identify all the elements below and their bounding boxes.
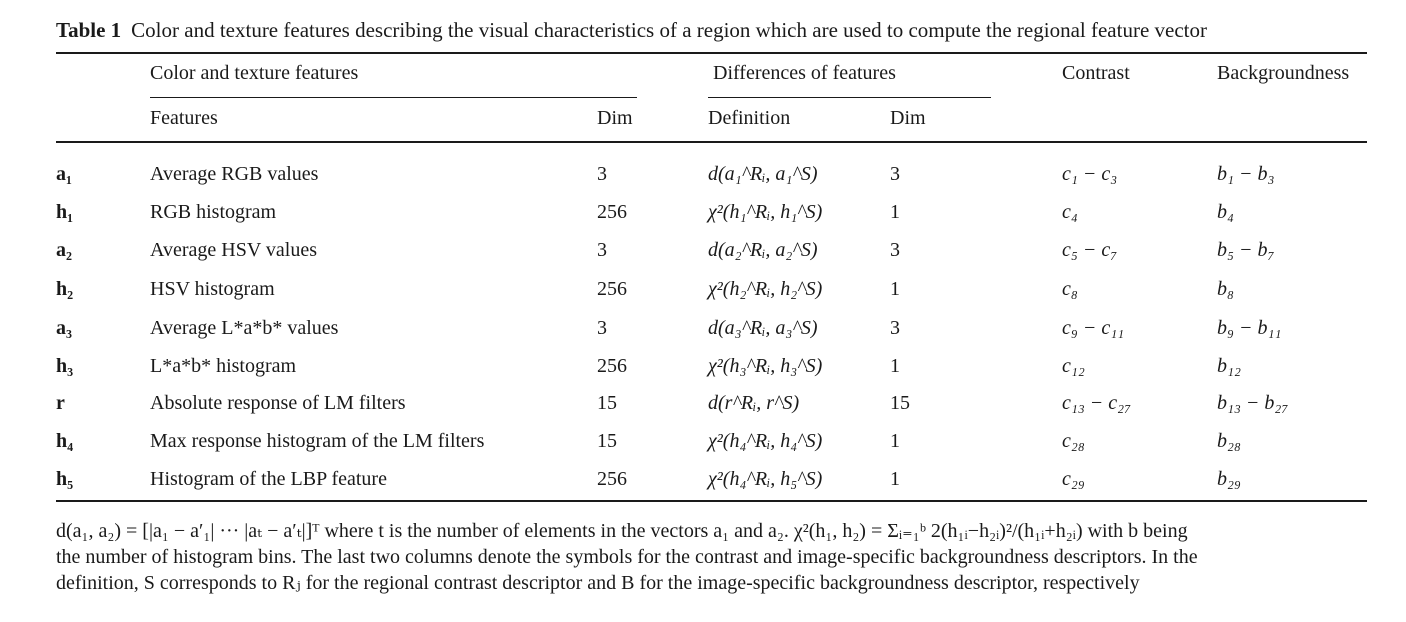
header-contrast: Contrast: [1062, 62, 1130, 84]
row-definition: d(a₃^Rᵢ, a₃^S): [708, 317, 818, 339]
row-dim: 3: [597, 317, 607, 339]
row-feature: Average HSV values: [150, 239, 317, 261]
row-definition: χ²(h₃^Rᵢ, h₃^S): [708, 355, 823, 377]
table-caption: Table 1 Color and texture features descri…: [56, 18, 1207, 43]
row-def-dim: 1: [890, 355, 900, 377]
table-row: r Absolute response of LM filters 15 d(r^Rᵢ…: [0, 385, 1406, 421]
row-symbol: a₃: [56, 317, 72, 339]
row-backgroundness: b₂₈: [1217, 430, 1241, 452]
row-backgroundness: b₄: [1217, 201, 1234, 223]
row-contrast: c₄: [1062, 201, 1078, 223]
row-definition: χ²(h₁^Rᵢ, h₁^S): [708, 201, 823, 223]
row-feature: Absolute response of LM filters: [150, 392, 406, 414]
row-feature: L*a*b* histogram: [150, 355, 297, 377]
row-definition: d(a₁^Rᵢ, a₁^S): [708, 163, 818, 185]
row-def-dim: 1: [890, 201, 900, 223]
row-contrast: c₁ − c₃: [1062, 163, 1118, 185]
subrule-color-texture: [150, 97, 637, 99]
header-differences: Differences of features: [713, 62, 896, 84]
header-definition: Definition: [708, 107, 791, 129]
footnote-line: d(a₁, a₂) = [|a₁ − a′₁| ··· |aₜ − a′ₜ|]ᵀ…: [56, 520, 1188, 542]
row-backgroundness: b₁₂: [1217, 355, 1241, 377]
table-row: h₁ RGB histogram 256 χ²(h₁^Rᵢ, h₁^S) 1 c₄ b₄: [0, 194, 1406, 230]
row-feature: Max response histogram of the LM filters: [150, 430, 485, 452]
row-feature: Average RGB values: [150, 163, 319, 185]
table-caption-text: Color and texture features describing th…: [131, 18, 1207, 42]
table-row: h₄ Max response histogram of the LM filte…: [0, 423, 1406, 459]
footnote-line: definition, S corresponds to Rⱼ for the …: [56, 572, 1140, 594]
row-contrast: c₂₈: [1062, 430, 1085, 452]
row-def-dim: 1: [890, 430, 900, 452]
row-symbol: a₂: [56, 239, 72, 261]
row-def-dim: 3: [890, 239, 900, 261]
table-row: a₂ Average HSV values 3 d(a₂^Rᵢ, a₂^S) 3 c₅ −…: [0, 232, 1406, 268]
row-dim: 256: [597, 278, 627, 300]
row-definition: χ²(h₄^Rᵢ, h₅^S): [708, 468, 823, 490]
header-features: Features: [150, 107, 218, 129]
row-contrast: c₉ − c₁₁: [1062, 317, 1125, 339]
row-dim: 15: [597, 430, 617, 452]
top-rule: [56, 52, 1367, 54]
row-backgroundness: b₈: [1217, 278, 1234, 300]
row-dim: 256: [597, 468, 627, 490]
bottom-rule: [56, 500, 1367, 502]
row-def-dim: 3: [890, 317, 900, 339]
row-feature: HSV histogram: [150, 278, 275, 300]
row-contrast: c₅ − c₇: [1062, 239, 1118, 261]
row-dim: 256: [597, 355, 627, 377]
row-feature: Average L*a*b* values: [150, 317, 339, 339]
header-def-dim: Dim: [890, 107, 926, 129]
table-row: a₁ Average RGB values 3 d(a₁^Rᵢ, a₁^S) 3 c₁ −…: [0, 156, 1406, 192]
table-row: h₃ L*a*b* histogram 256 χ²(h₃^Rᵢ, h₃^S) 1 c₁₂…: [0, 348, 1406, 384]
row-contrast: c₁₃ − c₂₇: [1062, 392, 1132, 414]
row-contrast: c₈: [1062, 278, 1078, 300]
row-feature: RGB histogram: [150, 201, 277, 223]
row-backgroundness: b₅ − b₇: [1217, 239, 1275, 261]
table-row: h₅ Histogram of the LBP feature 256 χ²(h₄^R…: [0, 461, 1406, 497]
row-backgroundness: b₂₉: [1217, 468, 1241, 490]
header-dim: Dim: [597, 107, 633, 129]
row-definition: χ²(h₄^Rᵢ, h₄^S): [708, 430, 823, 452]
table-footnote: d(a₁, a₂) = [|a₁ − a′₁| ··· |aₜ − a′ₜ|]ᵀ…: [56, 518, 1367, 596]
header-backgroundness: Backgroundness: [1217, 62, 1350, 84]
row-feature: Histogram of the LBP feature: [150, 468, 387, 490]
subrule-differences: [708, 97, 991, 99]
row-symbol: h₅: [56, 468, 74, 490]
row-definition: d(r^Rᵢ, r^S): [708, 392, 800, 414]
table-row: a₃ Average L*a*b* values 3 d(a₃^Rᵢ, a₃^S) 3 c…: [0, 310, 1406, 346]
row-backgroundness: b₁₃ − b₂₇: [1217, 392, 1289, 414]
row-contrast: c₂₉: [1062, 468, 1085, 490]
row-backgroundness: b₉ − b₁₁: [1217, 317, 1282, 339]
table-label: Table 1: [56, 18, 122, 42]
table-row: h₂ HSV histogram 256 χ²(h₂^Rᵢ, h₂^S) 1 c₈ b₈: [0, 271, 1406, 307]
row-def-dim: 15: [890, 392, 910, 414]
header-color-texture: Color and texture features: [150, 62, 359, 84]
row-def-dim: 1: [890, 278, 900, 300]
row-symbol: h₄: [56, 430, 74, 452]
row-symbol: h₂: [56, 278, 74, 300]
row-def-dim: 1: [890, 468, 900, 490]
row-backgroundness: b₁ − b₃: [1217, 163, 1275, 185]
header-rule: [56, 141, 1367, 143]
row-dim: 256: [597, 201, 627, 223]
row-def-dim: 3: [890, 163, 900, 185]
row-dim: 15: [597, 392, 617, 414]
row-symbol: h₃: [56, 355, 74, 377]
row-symbol: a₁: [56, 163, 72, 185]
row-symbol: h₁: [56, 201, 74, 223]
row-dim: 3: [597, 163, 607, 185]
row-definition: d(a₂^Rᵢ, a₂^S): [708, 239, 818, 261]
row-definition: χ²(h₂^Rᵢ, h₂^S): [708, 278, 823, 300]
row-symbol: r: [56, 392, 65, 414]
footnote-line: the number of histogram bins. The last t…: [56, 546, 1198, 568]
row-contrast: c₁₂: [1062, 355, 1085, 377]
row-dim: 3: [597, 239, 607, 261]
